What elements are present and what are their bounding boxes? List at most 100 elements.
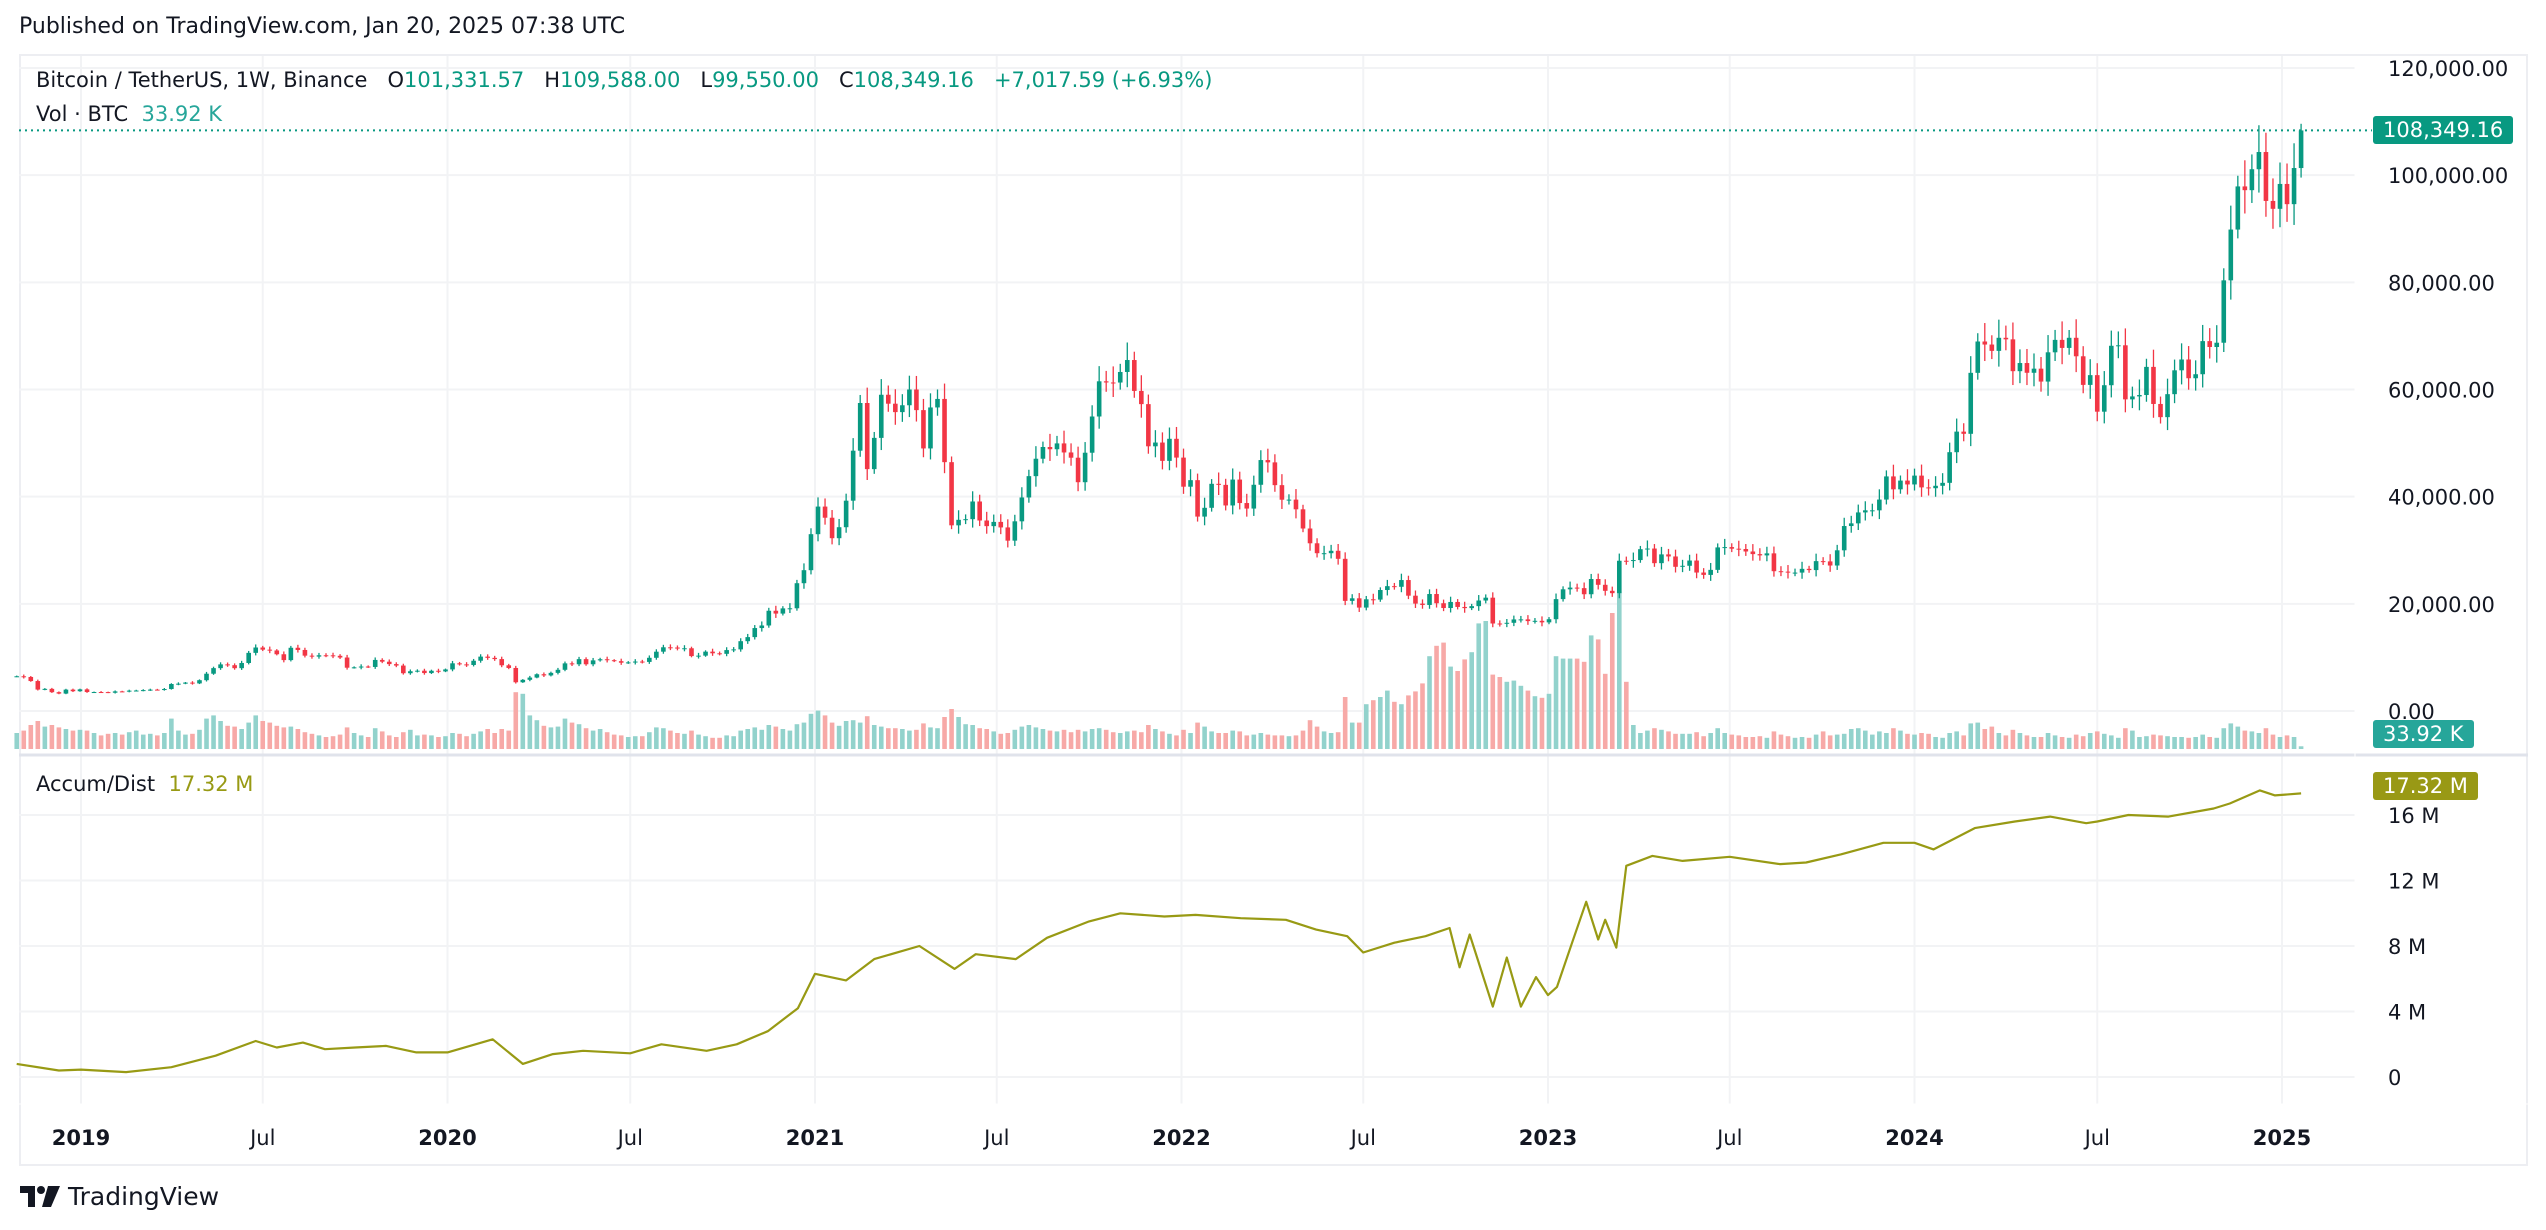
candle-body: [1652, 548, 1657, 564]
candle-body: [1743, 549, 1749, 552]
candle-body: [267, 649, 273, 651]
candle-body: [1638, 549, 1643, 561]
candle-body: [1441, 603, 1446, 609]
volume-bar: [1511, 680, 1517, 749]
volume-bar: [379, 731, 385, 749]
volume-bar: [450, 733, 455, 749]
volume-bar: [2137, 737, 2142, 749]
candle-body: [1005, 527, 1011, 541]
candle-body: [211, 668, 216, 674]
candle-body: [696, 655, 701, 657]
volume-bar: [970, 725, 975, 749]
candle-body: [1314, 543, 1320, 554]
volume-bar: [1792, 737, 1798, 749]
volume-bar: [1019, 726, 1025, 749]
candle-body: [2052, 339, 2058, 353]
volume-bar: [900, 729, 905, 749]
candle-body: [42, 688, 48, 690]
candle-body: [548, 672, 554, 676]
volume-bar: [344, 727, 350, 749]
candle-body: [309, 655, 315, 657]
candle-body: [1033, 458, 1039, 477]
volume-bar: [1729, 734, 1735, 749]
volume-bar: [408, 729, 413, 749]
candle-body: [2256, 152, 2262, 170]
candle-body: [2151, 366, 2156, 404]
candle-body: [1103, 381, 1109, 383]
volume-bar: [98, 735, 104, 749]
candle-body: [1940, 482, 1945, 486]
volume-bar: [555, 726, 561, 749]
volume-bar: [766, 725, 772, 749]
volume-bar: [1666, 731, 1671, 749]
volume-bar: [1497, 677, 1503, 749]
candle-body: [520, 679, 526, 683]
candle-body: [1258, 460, 1264, 485]
volume-bar: [239, 729, 244, 749]
volume-bar: [1546, 693, 1552, 749]
volume-bar: [1553, 656, 1559, 749]
candle-body: [302, 649, 308, 656]
volume-bar: [914, 729, 919, 749]
volume-label[interactable]: Vol · BTC: [36, 102, 129, 126]
volume-bar: [1342, 697, 1348, 749]
candle-body: [759, 625, 765, 629]
candle-body: [1342, 558, 1348, 601]
volume-bar: [1518, 685, 1524, 749]
candle-body: [1237, 479, 1243, 504]
candle-body: [225, 664, 230, 666]
volume-bar: [126, 732, 132, 749]
candle-body: [2045, 352, 2051, 382]
volume-bar: [147, 733, 153, 749]
volume-bar: [63, 729, 69, 749]
volume-bar: [2151, 734, 2156, 749]
candle-body: [562, 663, 568, 670]
ad-label[interactable]: Accum/Dist: [36, 772, 156, 796]
candle-body: [478, 656, 483, 661]
candle-body: [2144, 366, 2149, 396]
volume-bar: [204, 718, 209, 749]
candle-body: [1124, 360, 1130, 372]
volume-bar: [675, 733, 680, 749]
time-tick-label: 2025: [2253, 1126, 2311, 1150]
volume-bar: [1012, 729, 1018, 749]
candle-body: [1989, 344, 1995, 351]
close-value: 108,349.16: [853, 68, 974, 92]
candle-body: [647, 657, 652, 662]
candle-body: [2017, 363, 2023, 372]
symbol-title[interactable]: Bitcoin / TetherUS, 1W, Binance: [36, 68, 368, 92]
volume-bar: [1434, 645, 1439, 749]
candle-body: [914, 389, 919, 411]
volume-bar: [1026, 725, 1032, 749]
volume-bar: [2080, 736, 2086, 749]
symbol-legend: Bitcoin / TetherUS, 1W, Binance O101,331…: [36, 68, 1212, 92]
candle-body: [429, 670, 434, 674]
candle-body: [1961, 431, 1967, 434]
candle-body: [1666, 554, 1671, 557]
candle-body: [1385, 586, 1390, 591]
volume-bar: [274, 725, 280, 749]
volume-bar: [169, 718, 174, 749]
candle-body: [288, 647, 294, 661]
volume-bar: [1068, 732, 1074, 749]
candle-body: [1785, 571, 1791, 573]
candle-body: [611, 660, 617, 662]
candle-body: [661, 647, 666, 652]
candle-body: [260, 647, 266, 650]
candle-body: [2263, 152, 2269, 201]
volume-bar: [2094, 731, 2100, 749]
candle-body: [183, 682, 188, 684]
candle-body: [717, 653, 722, 655]
volume-bar: [2291, 737, 2297, 749]
volume-bar: [1399, 704, 1404, 749]
grid: [19, 56, 2355, 1104]
volume-bar: [2270, 734, 2276, 749]
volume-bar: [2165, 736, 2170, 749]
volume-bar: [2010, 729, 2016, 749]
candle-body: [239, 662, 244, 669]
volume-bar: [302, 732, 308, 749]
volume-bar: [696, 734, 701, 749]
candle-body: [1209, 483, 1214, 508]
footer-brand[interactable]: TradingView: [20, 1182, 219, 1211]
